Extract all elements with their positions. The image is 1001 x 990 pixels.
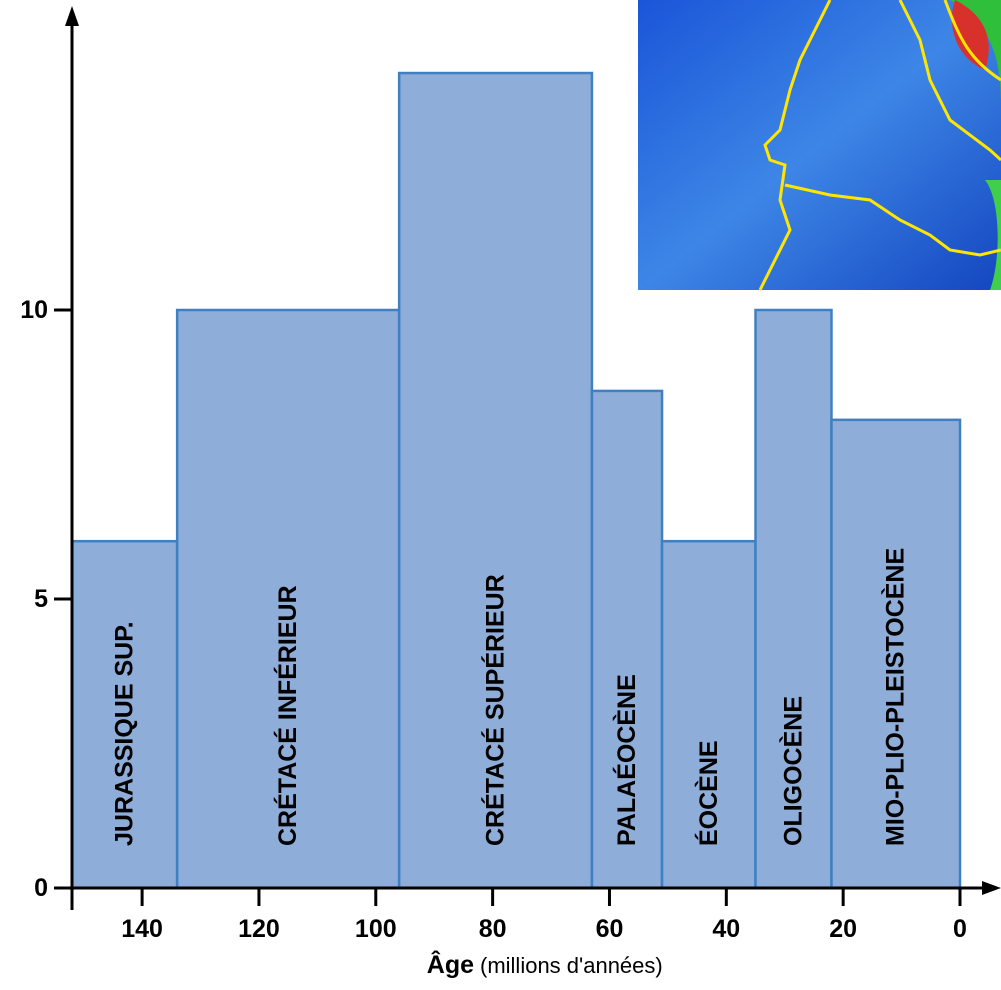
bar-label: ÉOCÈNE — [694, 740, 723, 846]
bar-label: MIO-PLIO-PLEISTOCÈNE — [881, 548, 910, 846]
x-tick-label: 40 — [712, 915, 740, 943]
x-axis-arrow — [982, 881, 1001, 895]
x-axis-unit: (millions d'années) — [480, 953, 663, 978]
x-tick-label: 80 — [479, 915, 507, 943]
bar-label: OLIGOCÈNE — [779, 696, 808, 846]
x-tick-label: 100 — [355, 915, 397, 943]
y-tick-label: 5 — [34, 585, 48, 613]
bar-label: PALAÉOCÈNE — [612, 674, 641, 846]
y-tick-label: 10 — [20, 296, 48, 324]
x-axis-label: Âge — [427, 949, 474, 979]
bar-label: CRÉTACÉ SUPÉRIEUR — [481, 574, 510, 846]
bar-label: CRÉTACÉ INFÉRIEUR — [273, 585, 302, 846]
y-tick-label: 0 — [34, 874, 48, 902]
page: {"chart_data": {"type": "histogram", "bi… — [0, 0, 1001, 990]
x-tick-label: 60 — [596, 915, 624, 943]
x-tick-label: 120 — [238, 915, 280, 943]
y-axis-arrow — [65, 6, 79, 26]
bar-label: JURASSIQUE SUP. — [111, 621, 139, 846]
chart: Âge (millions d'années) JURASSIQUE SUP. C… — [0, 0, 1001, 990]
x-tick-label: 20 — [829, 915, 857, 943]
x-tick-label: 140 — [121, 915, 163, 943]
x-tick-label: 0 — [953, 915, 967, 943]
map-inset — [638, 0, 1001, 290]
